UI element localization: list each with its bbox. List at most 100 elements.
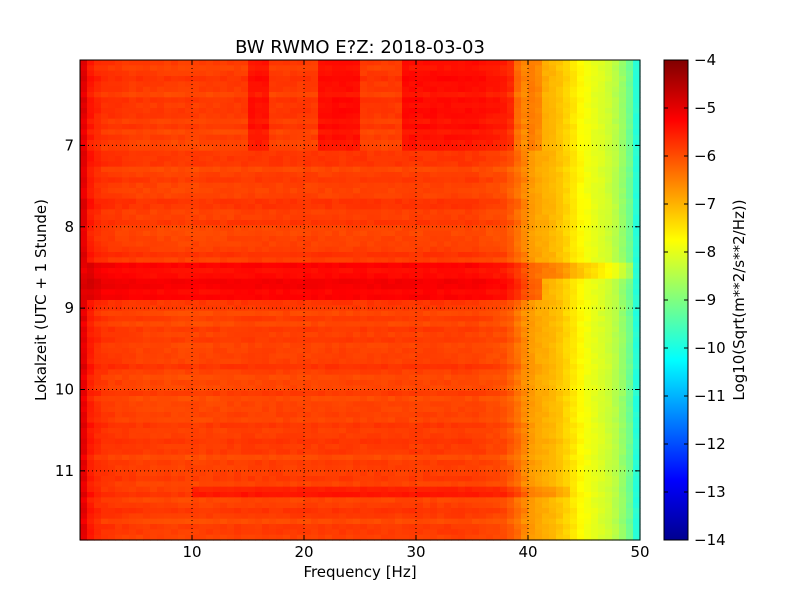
heatmap-cell xyxy=(619,76,627,82)
heatmap-cell xyxy=(213,321,221,328)
heatmap-cell xyxy=(255,353,263,360)
heatmap-cell xyxy=(416,369,424,376)
heatmap-cell xyxy=(409,353,417,360)
heatmap-cell xyxy=(521,161,529,168)
heatmap-cell xyxy=(528,241,536,248)
heatmap-cell xyxy=(409,140,417,146)
heatmap-cell xyxy=(248,369,256,376)
heatmap-cell xyxy=(577,209,585,216)
heatmap-cell xyxy=(598,214,606,221)
heatmap-cell xyxy=(605,273,613,280)
heatmap-cell xyxy=(409,310,417,317)
heatmap-cell xyxy=(157,353,165,360)
heatmap-cell xyxy=(108,140,116,146)
heatmap-cell xyxy=(360,337,368,344)
heatmap-cell xyxy=(542,316,550,322)
heatmap-cell xyxy=(241,134,249,141)
heatmap-cell xyxy=(430,374,438,381)
heatmap-cell xyxy=(619,332,627,338)
heatmap-cell xyxy=(360,380,368,386)
heatmap-cell xyxy=(479,284,487,290)
heatmap-cell xyxy=(409,236,417,242)
heatmap-cell xyxy=(479,337,487,344)
heatmap-cell xyxy=(374,252,382,258)
heatmap-cell xyxy=(577,108,585,114)
heatmap-cell xyxy=(157,188,165,194)
heatmap-cell xyxy=(185,198,193,205)
heatmap-cell xyxy=(129,86,137,93)
heatmap-cell xyxy=(255,81,263,88)
heatmap-cell xyxy=(500,209,508,216)
heatmap-cell xyxy=(479,294,487,301)
heatmap-cell xyxy=(157,321,165,328)
heatmap-cell xyxy=(290,113,298,120)
heatmap-cell xyxy=(521,289,529,296)
heatmap-cell xyxy=(346,86,354,93)
heatmap-cell xyxy=(185,113,193,120)
heatmap-cell xyxy=(283,236,291,242)
heatmap-cell xyxy=(563,278,571,285)
heatmap-cell xyxy=(395,348,403,354)
heatmap-cell xyxy=(402,209,410,216)
heatmap-cell xyxy=(479,289,487,296)
heatmap-cell xyxy=(472,150,480,157)
heatmap-cell xyxy=(388,198,396,205)
heatmap-cell xyxy=(367,220,375,226)
heatmap-cell xyxy=(381,188,389,194)
heatmap-cell xyxy=(402,241,410,248)
heatmap-cell xyxy=(395,252,403,258)
heatmap-cell xyxy=(311,118,319,125)
heatmap-cell xyxy=(318,321,326,328)
heatmap-cell xyxy=(269,348,277,354)
heatmap-cell xyxy=(115,326,123,333)
heatmap-cell xyxy=(479,369,487,376)
heatmap-cell xyxy=(325,353,333,360)
heatmap-cell xyxy=(108,193,116,200)
heatmap-cell xyxy=(94,166,102,173)
heatmap-cell xyxy=(409,348,417,354)
heatmap-cell xyxy=(297,129,305,136)
heatmap-cell xyxy=(297,118,305,125)
heatmap-cell xyxy=(276,97,284,104)
heatmap-cell xyxy=(507,284,515,290)
heatmap-cell xyxy=(577,353,585,360)
heatmap-cell xyxy=(493,241,501,248)
heatmap-cell xyxy=(206,134,214,141)
heatmap-cell xyxy=(465,342,473,349)
heatmap-cell xyxy=(633,337,641,344)
heatmap-cell xyxy=(535,145,543,152)
heatmap-cell xyxy=(612,337,620,344)
heatmap-cell xyxy=(528,321,536,328)
heatmap-cell xyxy=(206,316,214,322)
heatmap-cell xyxy=(416,337,424,344)
heatmap-cell xyxy=(633,70,641,77)
heatmap-cell xyxy=(437,129,445,136)
heatmap-cell xyxy=(241,150,249,157)
heatmap-cell xyxy=(269,342,277,349)
heatmap-cell xyxy=(521,182,529,189)
heatmap-cell xyxy=(248,129,256,136)
heatmap-cell xyxy=(451,124,459,130)
heatmap-cell xyxy=(521,150,529,157)
heatmap-cell xyxy=(633,241,641,248)
heatmap-cell xyxy=(164,385,172,392)
heatmap-cell xyxy=(290,332,298,338)
heatmap-cell xyxy=(87,198,95,205)
heatmap-cell xyxy=(591,236,599,242)
heatmap-cell xyxy=(206,81,214,88)
heatmap-cell xyxy=(346,241,354,248)
heatmap-cell xyxy=(108,316,116,322)
heatmap-cell xyxy=(192,193,200,200)
heatmap-cell xyxy=(220,150,228,157)
heatmap-cell xyxy=(416,230,424,237)
heatmap-cell xyxy=(332,166,340,173)
heatmap-cell xyxy=(360,289,368,296)
heatmap-cell xyxy=(416,241,424,248)
heatmap-cell xyxy=(402,353,410,360)
heatmap-cell xyxy=(542,182,550,189)
heatmap-cell xyxy=(472,177,480,184)
heatmap-cell xyxy=(234,305,242,312)
heatmap-cell xyxy=(290,337,298,344)
heatmap-cell xyxy=(332,358,340,365)
heatmap-cell xyxy=(367,300,375,306)
